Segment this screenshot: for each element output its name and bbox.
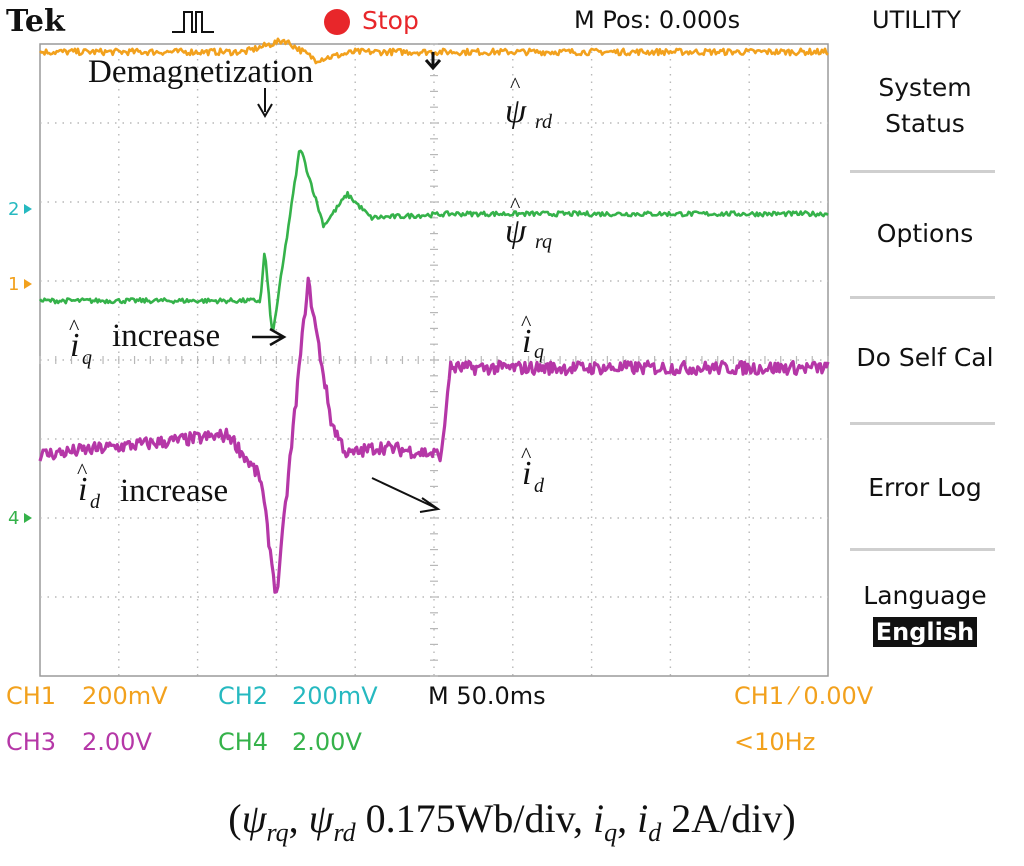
ch3-name: CH3 [6,728,57,756]
menu-do-self-cal-label: Do Self Cal [856,343,994,372]
ch1-marker-arrow-icon [24,279,32,289]
menu-language[interactable]: Language English [850,578,1000,650]
iq-increase-arrow-icon [252,327,287,347]
waveform-display: 2 1 4 Demagnetization ψ ^ rd ψ ^ rq i ^ … [8,37,830,677]
ch3-scale: 2.00V [82,728,152,756]
ch1-marker: 1 [8,274,19,295]
iq-label: i ^ q [521,310,544,363]
menu-divider [850,170,995,173]
svg-text:i: i [78,471,87,508]
svg-text:^: ^ [521,442,532,467]
svg-text:ψ: ψ [505,93,527,130]
figure-caption: (ψrq, ψrd 0.175Wb/div, iq, id 2A/div) [228,796,796,847]
svg-text:^: ^ [510,192,521,217]
svg-text:increase: increase [120,473,228,509]
run-state-label: Stop [362,6,419,35]
svg-text:^: ^ [510,72,521,97]
svg-text:rd: rd [535,111,553,133]
menu-do-self-cal[interactable]: Do Self Cal [850,340,1000,376]
svg-text:^: ^ [77,458,88,483]
svg-text:i: i [70,327,79,364]
id-increase-arrow-icon [371,477,441,513]
svg-text:rq: rq [535,231,552,253]
id-label: i ^ d [521,442,545,497]
svg-text:^: ^ [69,314,80,339]
trigger-pulse-icon [172,11,214,33]
menu-error-log[interactable]: Error Log [850,470,1000,506]
menu-error-log-label: Error Log [868,473,982,502]
timebase-readout: M 50.0ms [428,682,546,710]
svg-text:d: d [90,491,101,513]
demagnetization-label: Demagnetization [88,54,313,90]
id-increase-label: i ^ d increase [77,458,228,513]
menu-options-label: Options [876,219,974,248]
psi-rd-label: ψ ^ rd [505,72,553,133]
menu-language-label: Language [863,581,987,610]
iq-trace [38,149,829,331]
svg-text:ψ: ψ [505,213,527,250]
svg-text:^: ^ [521,310,532,335]
menu-title: UTILITY [872,6,962,34]
ch4-name: CH4 [218,728,269,756]
menu-system-status-label: System Status [878,73,972,138]
iq-increase-label: i ^ q increase [69,314,220,369]
menu-divider [850,422,995,425]
menu-system-status[interactable]: System Status [850,70,1000,142]
svg-text:q: q [534,341,544,363]
ch4-marker: 4 [8,508,19,529]
trigger-frequency: <10Hz [734,728,816,756]
psi-rq-label: ψ ^ rq [505,192,552,253]
svg-text:d: d [534,475,545,497]
ch2-scale: 200mV [292,682,378,710]
graticule [39,43,829,677]
brand-logo: Tek [6,4,65,39]
ch1-scale: 200mV [82,682,168,710]
menu-options[interactable]: Options [850,216,1000,252]
menu-language-value: English [872,617,978,647]
ch2-name: CH2 [218,682,269,710]
ch2-marker-arrow-icon [24,204,32,214]
id-trace [38,276,830,594]
svg-text:i: i [522,455,531,492]
svg-text:i: i [522,323,531,360]
ch2-marker: 2 [8,199,19,220]
ch1-name: CH1 [6,682,57,710]
stop-indicator-icon [324,9,350,35]
trigger-position-arrow-icon [424,52,442,71]
trigger-readout: CH1 ⁄ 0.00V [734,682,874,710]
oscilloscope-screen: Tek Stop M Pos: 0.000s UTILITY System St… [6,4,1000,756]
menu-divider [850,548,995,551]
svg-text:increase: increase [112,318,220,354]
ch4-scale: 2.00V [292,728,362,756]
svg-text:q: q [82,347,92,369]
menu-divider [850,296,995,299]
horizontal-position-readout: M Pos: 0.000s [574,6,741,34]
ch4-marker-arrow-icon [24,513,32,523]
demagnetization-arrow-icon [257,88,273,118]
